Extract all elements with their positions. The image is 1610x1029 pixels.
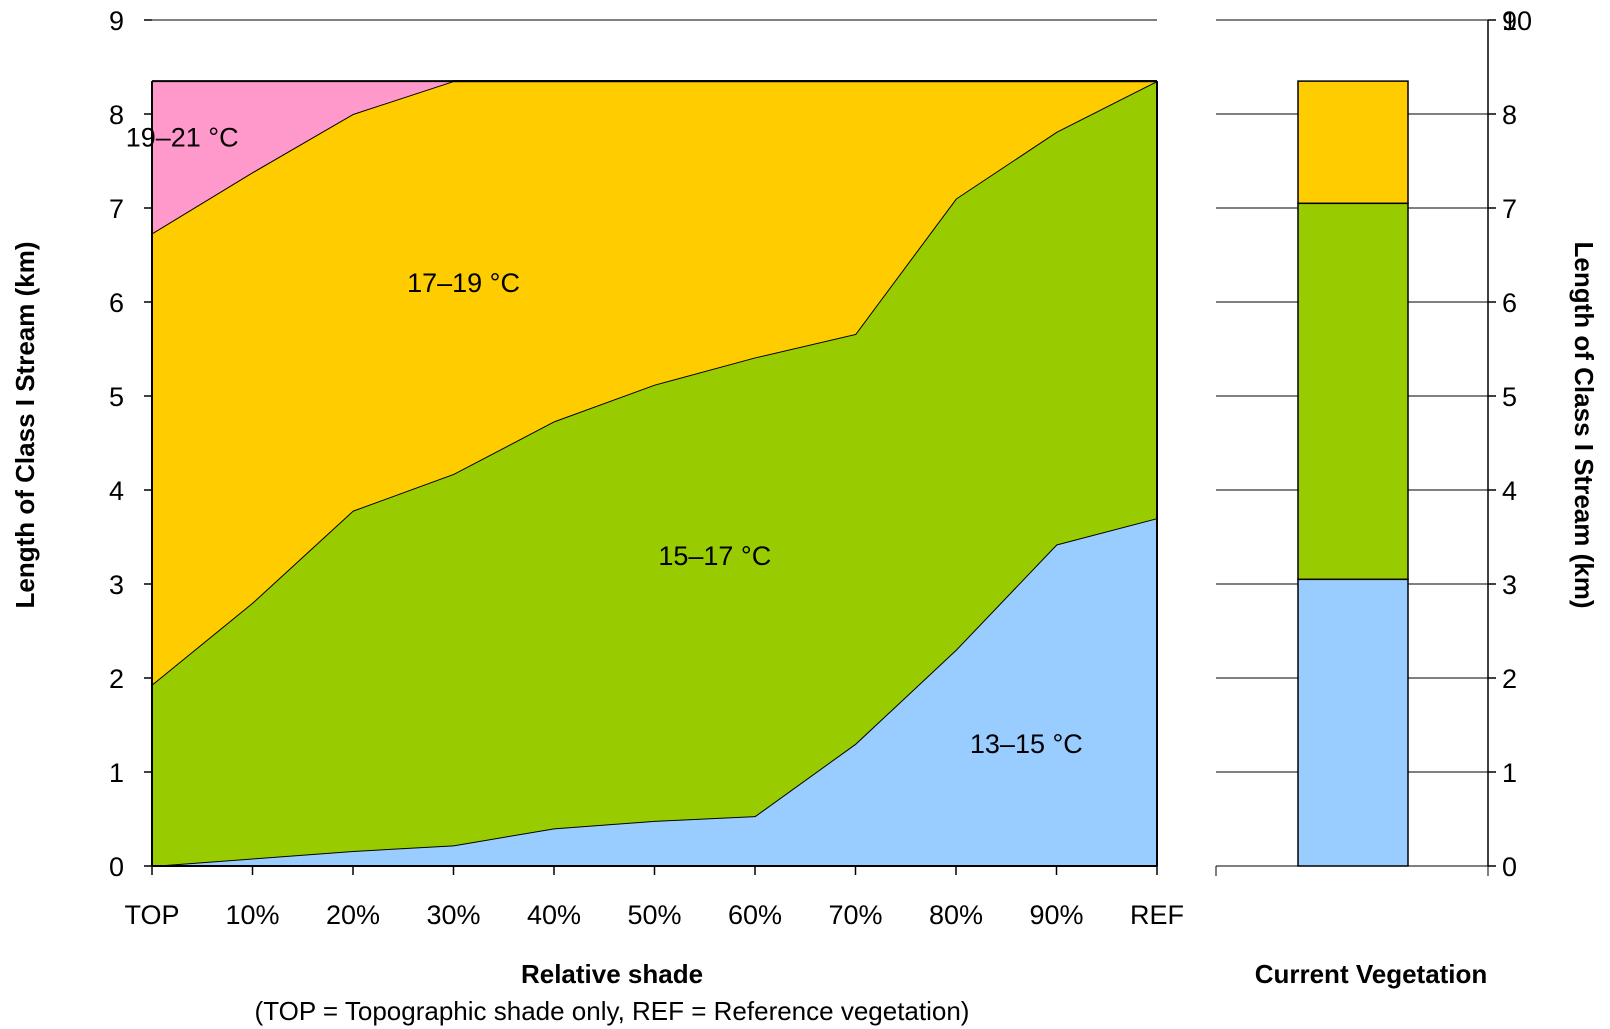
right-y-tick-labels: 0 1 2 3 4 5 6 7 8 910 bbox=[1502, 6, 1532, 882]
x-tick-label: 50% bbox=[627, 900, 681, 930]
right-y-tick-label: 3 bbox=[1502, 570, 1517, 600]
left-y-tick-label: 3 bbox=[109, 570, 124, 600]
x-axis-title: Relative shade bbox=[521, 959, 703, 989]
right-y-tick-label: 9 bbox=[1502, 6, 1517, 36]
left-y-tick-label: 7 bbox=[109, 194, 124, 224]
bar-segment-3 bbox=[1297, 80, 1409, 205]
x-tick-label: 40% bbox=[527, 900, 581, 930]
left-y-tick-label: 8 bbox=[109, 100, 124, 130]
left-y-axis-title: Length of Class I Stream (km) bbox=[10, 242, 40, 609]
right-axes bbox=[1215, 19, 1496, 876]
x-tick-label: 20% bbox=[326, 900, 380, 930]
x-tick-label: TOP bbox=[124, 900, 179, 930]
left-y-tick-label: 5 bbox=[109, 382, 124, 412]
bar-segment-2 bbox=[1297, 202, 1409, 581]
right-x-axis-title: Current Vegetation bbox=[1255, 959, 1488, 989]
area-series-2 bbox=[152, 81, 1157, 867]
zone-label: 19–21 °C bbox=[126, 123, 239, 153]
x-tick-label: 10% bbox=[225, 900, 279, 930]
left-y-tick-label: 2 bbox=[109, 664, 124, 694]
right-y-tick-label: 0 bbox=[1502, 852, 1517, 882]
right-y-tick-label: 5 bbox=[1502, 382, 1517, 412]
right-y-tick-label-overlap: 10 bbox=[1502, 6, 1532, 36]
x-tick-label: 60% bbox=[728, 900, 782, 930]
zone-labels: 19–21 °C 17–19 °C 15–17 °C 13–15 °C bbox=[126, 123, 1083, 759]
x-tick-label: REF bbox=[1130, 900, 1184, 930]
area-series-1 bbox=[152, 518, 1157, 866]
left-y-tick-label: 9 bbox=[109, 6, 124, 36]
left-axes bbox=[144, 19, 1158, 875]
area-series-3 bbox=[152, 81, 1157, 685]
right-y-tick-label: 6 bbox=[1502, 288, 1517, 318]
x-axis-note: (TOP = Topographic shade only, REF = Ref… bbox=[255, 996, 970, 1026]
x-tick-label: 70% bbox=[828, 900, 882, 930]
right-y-tick-label: 2 bbox=[1502, 664, 1517, 694]
left-y-tick-label: 1 bbox=[109, 758, 124, 788]
left-area-series bbox=[151, 80, 1158, 867]
zone-label: 15–17 °C bbox=[658, 541, 771, 571]
left-y-tick-label: 6 bbox=[109, 288, 124, 318]
left-y-tick-labels: 0 1 2 3 4 5 6 7 8 9 bbox=[109, 6, 124, 882]
left-y-tick-label: 0 bbox=[109, 852, 124, 882]
zone-label: 17–19 °C bbox=[407, 268, 520, 298]
bar-segment-1 bbox=[1297, 578, 1409, 867]
right-y-tick-label: 7 bbox=[1502, 194, 1517, 224]
right-y-axis-title: Length of Class I Stream (km) bbox=[1569, 242, 1599, 609]
right-y-tick-label: 8 bbox=[1502, 100, 1517, 130]
right-y-tick-label: 4 bbox=[1502, 476, 1517, 506]
right-bar-series bbox=[1297, 80, 1409, 867]
x-tick-label: 30% bbox=[426, 900, 480, 930]
x-tick-label: 90% bbox=[1029, 900, 1083, 930]
area-series-4 bbox=[152, 81, 1157, 234]
zone-label: 13–15 °C bbox=[970, 729, 1083, 759]
x-tick-label: 80% bbox=[929, 900, 983, 930]
left-x-tick-labels: TOP 10% 20% 30% 40% 50% 60% 70% 80% 90% REF bbox=[124, 900, 1184, 930]
left-y-tick-label: 4 bbox=[109, 476, 124, 506]
right-y-tick-label: 1 bbox=[1502, 758, 1517, 788]
